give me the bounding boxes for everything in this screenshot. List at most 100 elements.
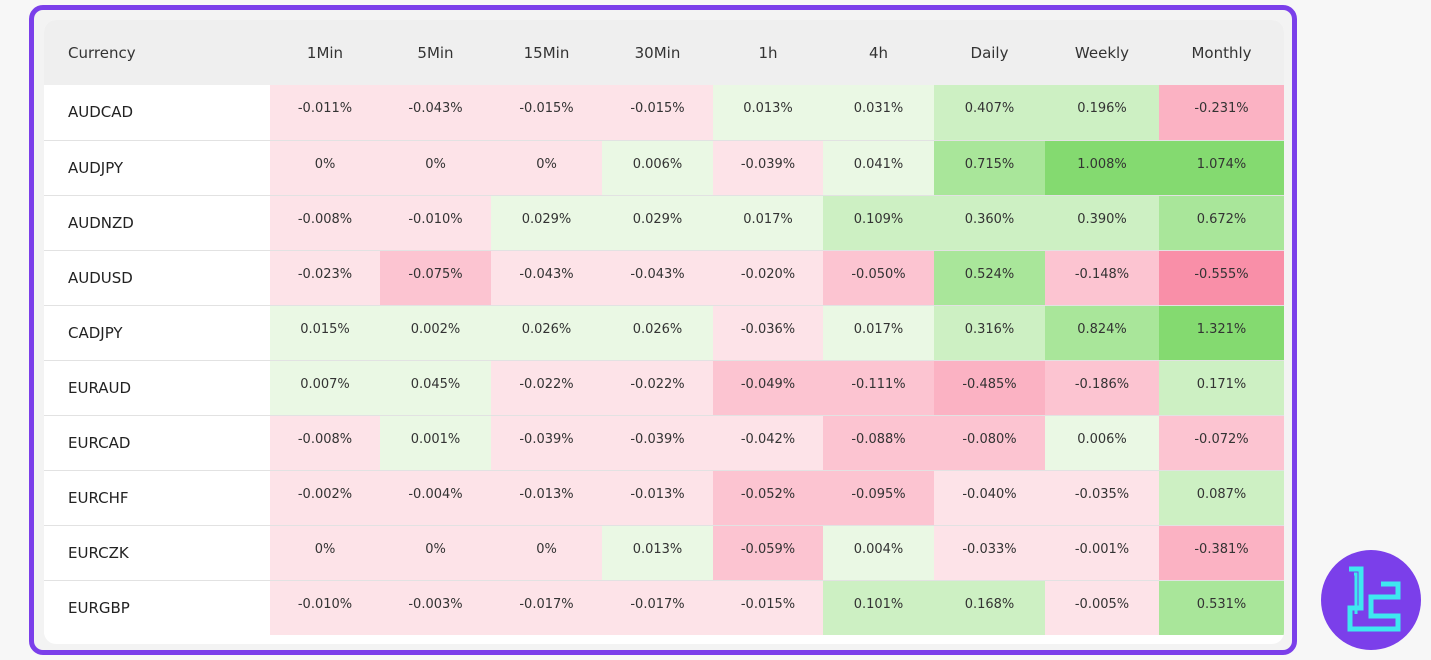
change-value-cell: -0.040% [934,470,1045,526]
change-value-cell: 0% [270,525,380,581]
change-value-cell: 0.360% [934,195,1045,251]
change-value-cell: -0.049% [713,360,823,416]
currency-pair-cell[interactable]: EURGBP [44,580,270,635]
table-row[interactable]: AUDUSD -0.023% -0.075% -0.043% -0.043% -0.020… [44,250,1284,306]
change-value-cell: -0.075% [380,250,491,306]
change-value-cell: 0.001% [380,415,491,471]
table-row[interactable]: EURAUD 0.007% 0.045% -0.022% -0.022% -0.049% -… [44,360,1284,416]
currency-pair-cell[interactable]: AUDUSD [44,250,270,306]
change-value-cell: -0.043% [380,85,491,141]
change-value-cell: -0.002% [270,470,380,526]
change-value-cell: 0.824% [1045,305,1159,361]
change-value-cell: -0.017% [491,580,602,635]
currency-pair-cell[interactable]: AUDCAD [44,85,270,141]
change-value-cell: 0.171% [1159,360,1284,416]
table-row[interactable]: CADJPY 0.015% 0.002% 0.026% 0.026% -0.036% 0.0… [44,305,1284,361]
change-value-cell: -0.010% [380,195,491,251]
heatmap-body: AUDCAD -0.011% -0.043% -0.015% -0.015% 0.013%… [44,85,1284,635]
change-value-cell: 1.321% [1159,305,1284,361]
change-value-cell: -0.017% [602,580,713,635]
change-value-cell: -0.381% [1159,525,1284,581]
brand-logo[interactable] [1321,550,1421,650]
change-value-cell: 0.006% [1045,415,1159,471]
currency-pair-cell[interactable]: EURCZK [44,525,270,581]
change-value-cell: 1.008% [1045,140,1159,196]
column-header-monthly[interactable]: Monthly [1159,20,1284,85]
change-value-cell: -0.148% [1045,250,1159,306]
change-value-cell: -0.003% [380,580,491,635]
column-header-weekly[interactable]: Weekly [1045,20,1159,85]
change-value-cell: 0.029% [602,195,713,251]
change-value-cell: -0.020% [713,250,823,306]
table-row[interactable]: EURCZK 0% 0% 0% 0.013% -0.059% 0.004% -0.033% -0… [44,525,1284,581]
change-value-cell: 0.390% [1045,195,1159,251]
tradingfinder-logo-icon [1347,566,1401,632]
change-value-cell: -0.039% [713,140,823,196]
change-value-cell: -0.088% [823,415,934,471]
column-header-4h[interactable]: 4h [823,20,934,85]
change-value-cell: -0.231% [1159,85,1284,141]
change-value-cell: -0.004% [380,470,491,526]
currency-pair-cell[interactable]: EURCHF [44,470,270,526]
change-value-cell: -0.043% [491,250,602,306]
change-value-cell: 0.672% [1159,195,1284,251]
table-row[interactable]: EURCHF -0.002% -0.004% -0.013% -0.013% -0.052… [44,470,1284,526]
change-value-cell: 0.531% [1159,580,1284,635]
change-value-cell: -0.111% [823,360,934,416]
change-value-cell: -0.008% [270,415,380,471]
change-value-cell: -0.035% [1045,470,1159,526]
currency-pair-cell[interactable]: CADJPY [44,305,270,361]
change-value-cell: 1.074% [1159,140,1284,196]
change-value-cell: -0.080% [934,415,1045,471]
change-value-cell: 0.316% [934,305,1045,361]
change-value-cell: 0% [491,525,602,581]
change-value-cell: 0.006% [602,140,713,196]
column-header-15min[interactable]: 15Min [491,20,602,85]
change-value-cell: 0.026% [491,305,602,361]
column-header-daily[interactable]: Daily [934,20,1045,85]
currency-pair-cell[interactable]: EURCAD [44,415,270,471]
heatmap-panel: Currency 1Min 5Min 15Min 30Min 1h 4h Dai… [44,20,1284,644]
change-value-cell: -0.095% [823,470,934,526]
change-value-cell: 0.109% [823,195,934,251]
change-value-cell: -0.050% [823,250,934,306]
change-value-cell: 0.196% [1045,85,1159,141]
currency-pair-cell[interactable]: EURAUD [44,360,270,416]
column-header-30min[interactable]: 30Min [602,20,713,85]
column-header-currency[interactable]: Currency [44,20,270,85]
change-value-cell: 0.041% [823,140,934,196]
change-value-cell: 0.029% [491,195,602,251]
table-row[interactable]: AUDJPY 0% 0% 0% 0.006% -0.039% 0.041% 0.715% 1.0… [44,140,1284,196]
change-value-cell: -0.023% [270,250,380,306]
table-row[interactable]: EURGBP -0.010% -0.003% -0.017% -0.017% -0.015… [44,580,1284,635]
change-value-cell: 0.013% [713,85,823,141]
change-value-cell: 0.017% [713,195,823,251]
change-value-cell: -0.022% [602,360,713,416]
change-value-cell: -0.042% [713,415,823,471]
change-value-cell: 0% [380,140,491,196]
currency-pair-cell[interactable]: AUDJPY [44,140,270,196]
change-value-cell: -0.001% [1045,525,1159,581]
change-value-cell: -0.186% [1045,360,1159,416]
table-row[interactable]: AUDCAD -0.011% -0.043% -0.015% -0.015% 0.013%… [44,85,1284,141]
column-header-1min[interactable]: 1Min [270,20,380,85]
change-value-cell: -0.008% [270,195,380,251]
change-value-cell: -0.036% [713,305,823,361]
column-header-5min[interactable]: 5Min [380,20,491,85]
change-value-cell: -0.015% [491,85,602,141]
change-value-cell: -0.052% [713,470,823,526]
change-value-cell: -0.011% [270,85,380,141]
change-value-cell: -0.039% [491,415,602,471]
change-value-cell: 0% [380,525,491,581]
currency-pair-cell[interactable]: AUDNZD [44,195,270,251]
column-header-1h[interactable]: 1h [713,20,823,85]
change-value-cell: 0.007% [270,360,380,416]
change-value-cell: 0.026% [602,305,713,361]
change-value-cell: 0.004% [823,525,934,581]
table-row[interactable]: EURCAD -0.008% 0.001% -0.039% -0.039% -0.042%… [44,415,1284,471]
currency-heatmap-table: Currency 1Min 5Min 15Min 30Min 1h 4h Dai… [44,20,1284,635]
change-value-cell: -0.022% [491,360,602,416]
table-row[interactable]: AUDNZD -0.008% -0.010% 0.029% 0.029% 0.017% 0.… [44,195,1284,251]
change-value-cell: -0.015% [602,85,713,141]
change-value-cell: 0.715% [934,140,1045,196]
